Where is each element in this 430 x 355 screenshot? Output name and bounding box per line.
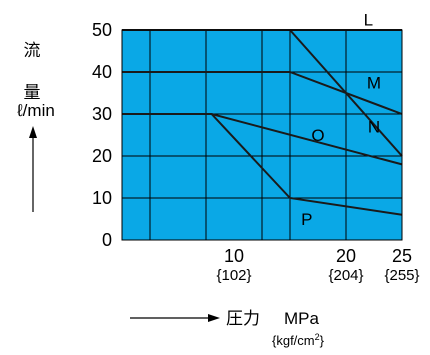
series-label-o: O [311, 126, 324, 145]
series-label-p: P [301, 210, 312, 229]
xlabel: 圧力 [226, 309, 260, 328]
series-line-n [289, 29, 403, 157]
series-labels: L M N O P [301, 11, 381, 230]
y-tick-label: 20 [92, 146, 112, 166]
xlabel-unit: MPa [284, 309, 320, 328]
x-tick-sublabel: {204} [328, 267, 363, 284]
x-tick-label: 25 [392, 246, 412, 266]
series-line-m [122, 71, 403, 115]
x-tick-sublabel: {102} [216, 267, 251, 284]
x-tick-sublabel: {255} [384, 267, 419, 284]
series-label-l: L [364, 11, 373, 30]
x-axis-arrow-head [208, 314, 220, 322]
y-tick-label: 10 [92, 188, 112, 208]
series-label-n: N [368, 118, 380, 137]
ylabel-char-2: 量 [24, 83, 41, 102]
y-axis-arrow-head [29, 126, 37, 138]
x-tick-labels: 10{102} 20{204} 25{255} [216, 246, 419, 284]
y-tick-label: 50 [92, 20, 112, 40]
y-tick-label: 30 [92, 104, 112, 124]
series-line-p [210, 113, 403, 216]
series-label-m: M [367, 74, 381, 93]
x-tick-label: 20 [336, 246, 356, 266]
x-tick-label: 10 [224, 246, 244, 266]
y-tick-label: 0 [102, 230, 112, 250]
ylabel-unit: ℓ/min [16, 101, 55, 120]
ylabel-char-1: 流 [24, 41, 41, 60]
xlabel-subunit: {kgf/cm2} [272, 332, 325, 348]
plot-border [121, 29, 403, 241]
y-tick-label: 40 [92, 62, 112, 82]
y-tick-labels: 0 10 20 30 40 50 [92, 20, 112, 250]
